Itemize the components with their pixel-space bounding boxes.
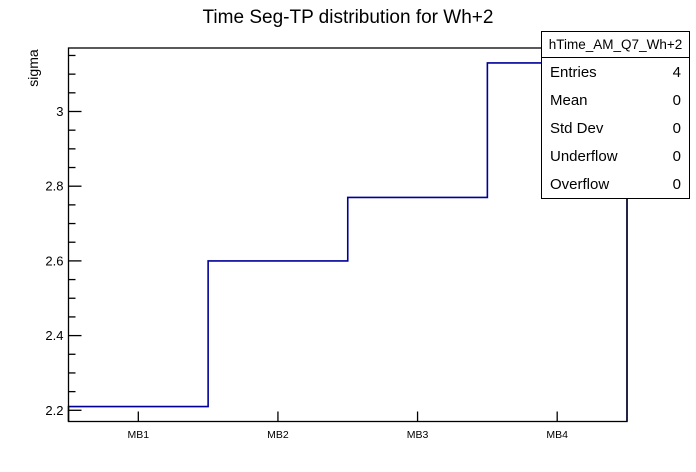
stats-value: 4 bbox=[672, 63, 681, 81]
stats-value: 0 bbox=[672, 147, 681, 165]
stats-box: hTime_AM_Q7_Wh+2 Entries 4 Mean 0 Std De… bbox=[541, 31, 690, 199]
x-tick-label: MB2 bbox=[267, 429, 289, 441]
stats-value: 0 bbox=[672, 91, 681, 109]
x-tick-label: MB1 bbox=[128, 429, 150, 441]
stats-row: Underflow 0 bbox=[542, 142, 689, 170]
y-tick-label: 2.6 bbox=[45, 253, 63, 268]
stats-label: Overflow bbox=[550, 175, 610, 193]
plot-frame bbox=[67, 47, 628, 423]
stats-row: Mean 0 bbox=[542, 86, 689, 114]
stats-box-title: hTime_AM_Q7_Wh+2 bbox=[542, 32, 689, 58]
x-tick-label: MB3 bbox=[407, 429, 429, 441]
stats-label: Underflow bbox=[550, 147, 618, 165]
stats-label: Std Dev bbox=[550, 119, 604, 137]
y-tick-label: 3 bbox=[56, 104, 63, 119]
stats-row: Overflow 0 bbox=[542, 170, 689, 198]
stats-row: Entries 4 bbox=[542, 58, 689, 86]
y-tick-label: 2.2 bbox=[45, 403, 63, 418]
stats-rows: Entries 4 Mean 0 Std Dev 0 Underflow 0 O… bbox=[542, 58, 689, 198]
stats-value: 0 bbox=[672, 175, 681, 193]
chart-title: Time Seg-TP distribution for Wh+2 bbox=[202, 7, 494, 28]
stats-row: Std Dev 0 bbox=[542, 114, 689, 142]
y-tick-label: 2.4 bbox=[45, 328, 63, 343]
stats-label: Entries bbox=[550, 63, 597, 81]
y-tick-label: 2.8 bbox=[45, 179, 63, 194]
x-tick-label: MB4 bbox=[546, 429, 568, 441]
stats-value: 0 bbox=[672, 119, 681, 137]
stats-label: Mean bbox=[550, 91, 588, 109]
